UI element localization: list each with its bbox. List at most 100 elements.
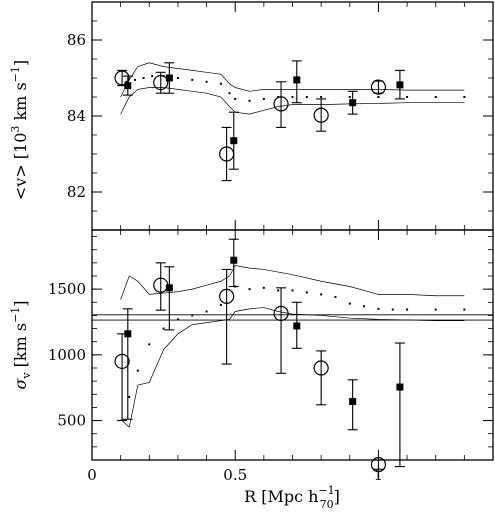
top-running-mean-point — [320, 96, 323, 98]
top-running-mean-point — [228, 92, 231, 95]
top-running-mean-point — [151, 75, 154, 78]
bottom-running-mean-point — [176, 318, 179, 321]
top-running-mean-point — [205, 80, 208, 83]
top-filled-square-point — [165, 74, 173, 82]
bottom-open-circle-point — [370, 457, 387, 473]
bottom-running-mean-point — [277, 289, 280, 292]
bottom-running-mean-point — [191, 314, 194, 317]
top-y-label-close: ] — [11, 60, 30, 66]
top-y-axis-label: <v> [103 km s−1] — [9, 60, 30, 200]
bottom-running-mean-point — [234, 285, 237, 288]
top-filled-square-point — [124, 82, 132, 90]
bottom-running-mean-point — [391, 308, 394, 311]
top-running-mean-point — [125, 80, 128, 83]
x-tick-label: 0 — [87, 466, 97, 484]
top-y-label-unit-sup: −1 — [9, 66, 22, 82]
bottom-running-mean-point — [320, 293, 323, 296]
top-y-tick-label: 84 — [67, 107, 86, 125]
top-running-mean-point — [142, 77, 145, 79]
top-running-mean-point — [219, 82, 222, 85]
bottom-y-tick-label: 1500 — [48, 280, 86, 298]
bottom-filled-square-point — [396, 383, 404, 391]
top-filled-square-point — [293, 76, 301, 84]
top-open-circle-point — [273, 96, 289, 112]
top-open-circle-point — [313, 107, 329, 123]
bottom-running-mean-point — [148, 343, 151, 346]
top-y-label-main: <v> [10 — [11, 133, 30, 201]
bottom-running-mean-point — [305, 291, 308, 294]
top-panel: 82 84 86 — [67, 1, 494, 231]
bottom-envelope-line — [120, 265, 465, 300]
bottom-running-mean-point — [377, 307, 380, 310]
top-running-mean-point — [434, 96, 437, 98]
bottom-running-mean-point — [262, 286, 265, 289]
bottom-y-axis-label: σv [km s−1] — [9, 300, 33, 389]
bottom-running-mean-point — [463, 308, 466, 311]
top-running-mean-point — [277, 96, 280, 98]
top-running-mean-point — [248, 99, 251, 102]
top-filled-square-point — [396, 81, 404, 89]
top-running-mean-point — [191, 78, 194, 81]
top-running-mean-point — [406, 96, 409, 98]
top-open-circle-point — [370, 79, 387, 95]
top-y-label-sup: 3 — [9, 126, 22, 133]
x-tick-label: 1 — [374, 466, 384, 484]
top-filled-square-point — [230, 137, 238, 145]
top-running-mean-point — [176, 77, 179, 79]
bottom-running-mean-point — [348, 302, 351, 305]
top-running-mean-point — [262, 97, 265, 100]
top-running-mean-point — [305, 96, 308, 98]
top-running-mean-point — [377, 96, 380, 98]
bottom-y-label-main: σ — [11, 378, 30, 390]
bottom-running-mean-point — [205, 310, 208, 313]
top-filled-square-point — [349, 99, 357, 107]
x-label-main: R [Mpc h — [244, 487, 318, 506]
bottom-filled-square-point — [293, 322, 301, 330]
top-running-mean-point — [348, 96, 351, 98]
bottom-running-mean-point — [334, 296, 337, 299]
top-plot-frame — [91, 1, 494, 231]
bottom-running-mean-point — [291, 289, 294, 292]
top-y-tick-label: 82 — [67, 183, 86, 201]
bottom-y-label-unit-sup: −1 — [9, 307, 22, 323]
bottom-plot-frame — [91, 229, 494, 461]
top-running-mean-point — [291, 96, 294, 98]
bottom-filled-square-point — [349, 398, 357, 406]
bottom-y-label-tail: [km s — [11, 323, 30, 373]
x-axis-label: R [Mpc h−1 70] — [244, 484, 340, 511]
bottom-running-mean-point — [128, 395, 131, 398]
bottom-running-mean-point — [434, 308, 437, 311]
x-label-sub: 70 — [320, 498, 334, 511]
bottom-envelope-line — [120, 307, 465, 428]
bottom-running-mean-point — [219, 303, 222, 306]
top-open-circle-point — [153, 74, 169, 91]
top-open-circle-point — [114, 70, 130, 86]
bottom-running-mean-point — [136, 369, 139, 372]
top-y-label-tail: km s — [11, 82, 30, 125]
bottom-open-circle-point — [114, 353, 130, 370]
x-label-sup: −1 — [318, 484, 334, 497]
top-y-tick-label: 86 — [67, 31, 86, 49]
bottom-filled-square-point — [230, 256, 238, 264]
bottom-filled-square-point — [124, 330, 132, 338]
x-label-close: ] — [334, 487, 340, 506]
top-running-mean-point — [133, 78, 136, 81]
bottom-y-tick-label: 500 — [57, 412, 86, 430]
bottom-running-mean-point — [406, 308, 409, 311]
top-running-mean-point — [463, 96, 466, 98]
bottom-running-mean-point — [363, 305, 366, 308]
bottom-open-circle-point — [219, 288, 235, 304]
bottom-panel: 500 1000 1500 0 0.5 1 — [48, 229, 494, 484]
top-envelope-line — [120, 62, 465, 98]
bottom-y-tick-label: 1000 — [48, 346, 86, 364]
bottom-running-mean-point — [248, 288, 251, 291]
x-tick-label: 0.5 — [223, 466, 247, 484]
top-running-mean-point — [162, 75, 165, 78]
top-running-mean-point — [234, 97, 237, 100]
top-envelope-line — [120, 87, 465, 115]
bottom-open-circle-point — [313, 360, 329, 376]
bottom-y-label-close: ] — [11, 300, 30, 306]
bottom-filled-square-point — [165, 284, 173, 292]
